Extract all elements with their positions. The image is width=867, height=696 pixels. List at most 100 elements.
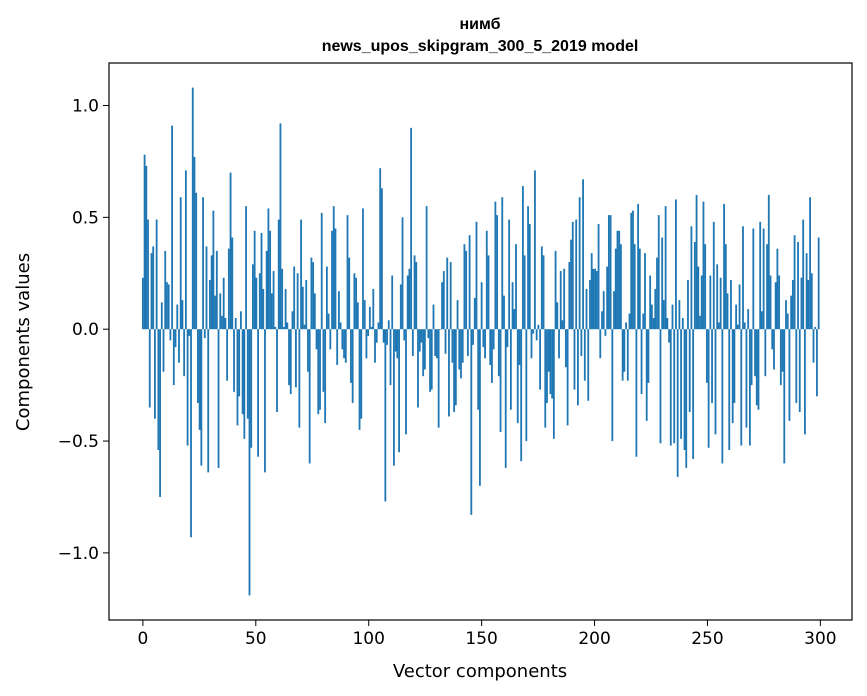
bar	[570, 239, 572, 330]
bars-group	[141, 87, 820, 596]
bar	[534, 170, 536, 330]
bar	[735, 304, 738, 330]
bar	[702, 201, 705, 330]
bar	[386, 329, 388, 345]
bar	[198, 329, 201, 430]
bar	[509, 329, 512, 410]
bar	[368, 306, 371, 330]
bar	[312, 262, 315, 330]
bar	[599, 329, 602, 359]
bar	[229, 172, 232, 330]
chart-title: нимб	[459, 16, 500, 33]
bar	[184, 170, 187, 330]
bar	[724, 244, 727, 330]
bar	[800, 277, 803, 330]
plot-frame	[108, 62, 853, 621]
bar	[288, 329, 290, 386]
bar	[583, 329, 586, 381]
bar	[637, 203, 640, 330]
bar	[606, 266, 609, 330]
bar	[487, 255, 490, 330]
x-tick-label: 100	[352, 629, 384, 649]
bar	[601, 311, 603, 330]
bar	[461, 329, 464, 363]
bar	[203, 329, 206, 339]
bar	[769, 275, 772, 330]
bar	[779, 329, 782, 386]
bar	[650, 304, 653, 330]
bar	[795, 329, 798, 404]
bar	[313, 293, 316, 330]
bar	[759, 221, 762, 330]
bar	[479, 329, 481, 486]
bar	[518, 329, 521, 365]
bar	[501, 197, 504, 330]
bar	[750, 329, 753, 386]
bar	[676, 329, 679, 477]
bar	[169, 329, 172, 341]
bar	[814, 326, 817, 330]
bar	[731, 329, 734, 424]
bar	[260, 233, 263, 330]
bar	[604, 329, 607, 336]
bar	[284, 288, 287, 330]
bar	[188, 329, 191, 336]
bar	[661, 237, 664, 330]
bar	[692, 329, 695, 459]
bar	[484, 329, 486, 359]
bar	[642, 313, 645, 330]
bar	[205, 246, 208, 330]
bar	[797, 241, 799, 330]
bar	[160, 302, 163, 330]
bar	[755, 329, 758, 406]
bar	[248, 329, 251, 596]
bar	[693, 241, 696, 330]
bar	[683, 329, 686, 450]
bar	[456, 300, 459, 330]
bar	[265, 250, 268, 330]
bar	[343, 329, 345, 359]
bar	[243, 329, 246, 439]
bar	[786, 313, 789, 330]
bar	[635, 329, 638, 457]
bar	[422, 329, 425, 377]
bar	[748, 329, 751, 446]
bar	[319, 329, 321, 410]
bar	[324, 329, 327, 424]
bar	[183, 329, 186, 377]
x-axis: 0 50 100 150 200 250 300	[137, 620, 837, 649]
bar	[480, 282, 483, 330]
bar	[286, 322, 289, 330]
bar	[448, 329, 450, 417]
bar	[172, 329, 175, 386]
bar	[645, 329, 648, 421]
bar	[224, 318, 227, 330]
bar	[709, 275, 712, 330]
bar	[614, 248, 617, 330]
bar	[222, 277, 225, 330]
bar	[743, 322, 746, 330]
bar	[241, 329, 244, 415]
bar	[497, 329, 500, 377]
bar	[411, 329, 414, 357]
bar	[654, 288, 657, 330]
bar	[482, 329, 485, 348]
bar	[537, 324, 540, 330]
bar	[499, 329, 502, 433]
bar	[802, 219, 805, 330]
bar	[697, 266, 700, 330]
bar	[657, 215, 660, 330]
bar	[578, 197, 581, 330]
bar	[585, 288, 588, 330]
bar	[685, 329, 688, 468]
bar	[804, 329, 806, 435]
bar	[489, 329, 492, 365]
bar	[681, 318, 684, 330]
bar	[611, 329, 614, 442]
bar	[556, 302, 559, 330]
chart-subtitle: news_upos_skipgram_300_5_2019 model	[322, 38, 639, 55]
bar	[817, 237, 820, 330]
bar	[264, 329, 266, 473]
bar	[638, 248, 641, 330]
bar	[711, 329, 713, 404]
